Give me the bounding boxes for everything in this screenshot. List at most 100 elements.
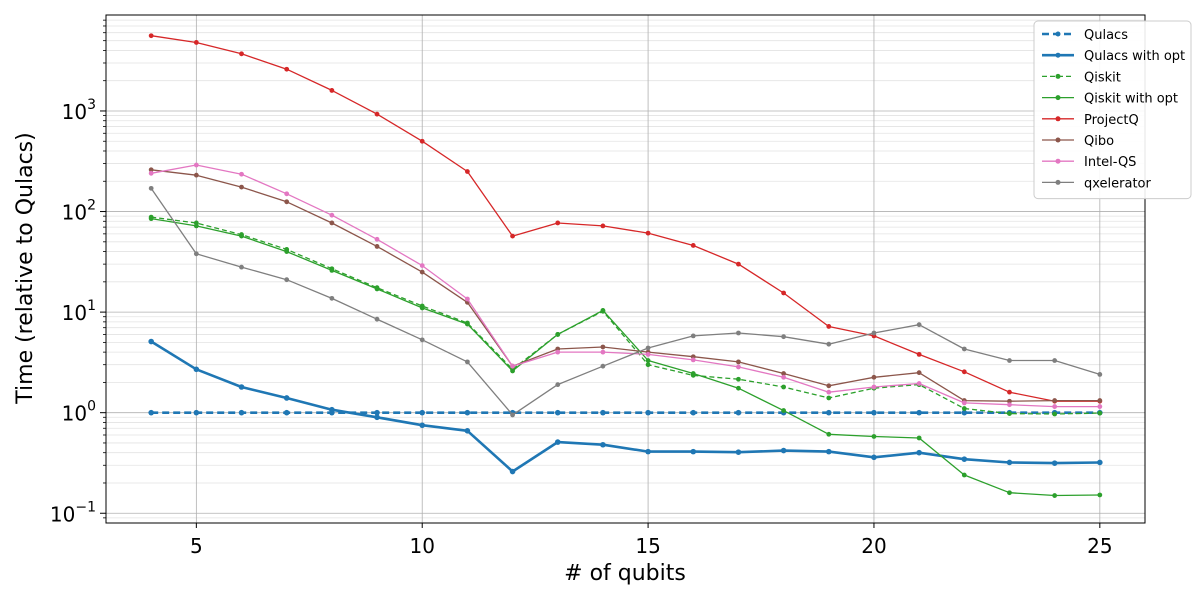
- data-point: [554, 439, 561, 445]
- data-point: [961, 400, 967, 406]
- data-point: [510, 368, 515, 374]
- data-point: [1097, 398, 1103, 403]
- legend-label: Qulacs: [1084, 28, 1128, 43]
- x-tick-label: 20: [861, 534, 886, 558]
- data-point: [284, 277, 290, 283]
- data-point: [464, 409, 471, 416]
- series-line-intel-qs: [151, 164, 1100, 408]
- data-point: [555, 349, 561, 355]
- data-point: [645, 351, 651, 357]
- data-point: [238, 384, 245, 390]
- grid: [106, 15, 1145, 523]
- data-point: [645, 362, 651, 368]
- data-point: [419, 409, 426, 416]
- data-point: [374, 244, 380, 249]
- data-point: [916, 351, 922, 357]
- data-point: [871, 409, 877, 416]
- data-point: [283, 409, 290, 416]
- series-intel-qs: [148, 162, 1103, 409]
- data-point: [916, 381, 922, 386]
- data-point: [600, 307, 606, 313]
- data-point: [1052, 493, 1058, 498]
- y-axis: 10−1 100 101 102 103: [50, 19, 106, 526]
- legend-entry-qibo: Qibo: [1042, 134, 1114, 149]
- data-point: [690, 371, 696, 376]
- data-point: [464, 296, 470, 302]
- data-point: [419, 138, 425, 144]
- data-point: [961, 456, 968, 462]
- data-point: [600, 344, 606, 350]
- x-axis-label: # of qubits: [564, 561, 686, 586]
- data-point: [736, 359, 741, 365]
- data-point: [600, 349, 606, 355]
- data-point: [826, 395, 832, 401]
- y-tick-label: 101: [62, 298, 96, 325]
- data-point: [1052, 411, 1058, 417]
- x-axis: 5 10 15 20 25: [190, 523, 1113, 558]
- data-point: [871, 434, 877, 439]
- data-point: [645, 345, 651, 351]
- data-point: [645, 358, 651, 363]
- legend-label: Qibo: [1084, 134, 1114, 149]
- data-point: [871, 330, 877, 336]
- data-point: [781, 371, 787, 376]
- data-point: [464, 359, 470, 365]
- data-point: [781, 374, 787, 380]
- data-point: [1052, 404, 1058, 409]
- y-axis-label: Time (relative to Qulacs): [13, 132, 38, 404]
- data-point: [148, 167, 154, 173]
- data-point: [690, 409, 697, 416]
- legend-entry-qiskit-with-opt: Qiskit with opt: [1042, 92, 1178, 107]
- x-tick-label: 10: [409, 534, 434, 558]
- data-point: [781, 384, 787, 390]
- x-tick-label: 25: [1087, 534, 1112, 558]
- data-point: [239, 184, 244, 190]
- data-point: [736, 376, 741, 382]
- data-point: [464, 169, 470, 174]
- data-point: [1097, 404, 1103, 409]
- data-point: [193, 172, 199, 178]
- legend-box: [1033, 20, 1192, 200]
- y-tick-label: 100: [62, 399, 96, 426]
- series-projectq: [148, 33, 1103, 404]
- data-point: [1097, 372, 1103, 377]
- data-point: [826, 341, 832, 347]
- data-point: [374, 409, 380, 416]
- data-point: [645, 409, 651, 416]
- data-point: [284, 66, 290, 72]
- data-point: [193, 40, 199, 45]
- data-point: [781, 290, 787, 296]
- data-point: [916, 322, 922, 328]
- y-tick-label: 102: [62, 198, 96, 225]
- data-point: [600, 223, 606, 229]
- data-point: [510, 233, 515, 239]
- y-tick-label: 103: [62, 97, 96, 124]
- legend-marker: [1055, 73, 1061, 79]
- data-point: [645, 230, 651, 236]
- data-point: [961, 346, 967, 352]
- y-tick-label: 10−1: [50, 499, 96, 526]
- data-point: [1007, 402, 1012, 408]
- legend-entry-qxelerator: qxelerator: [1042, 176, 1152, 191]
- data-point: [148, 185, 154, 191]
- data-point: [374, 286, 380, 292]
- data-point: [961, 406, 967, 411]
- legend-marker: [1055, 137, 1061, 143]
- series-qxelerator: [148, 185, 1103, 418]
- x-tick-label: 15: [635, 534, 660, 558]
- data-point: [690, 333, 696, 339]
- data-point: [148, 33, 154, 39]
- data-point: [735, 449, 742, 455]
- data-point: [193, 251, 199, 257]
- data-point: [239, 264, 244, 270]
- legend-marker: [1055, 95, 1061, 101]
- data-point: [916, 409, 922, 416]
- data-point: [239, 51, 244, 57]
- data-point: [419, 422, 426, 429]
- data-point: [690, 357, 696, 363]
- data-point: [239, 233, 244, 239]
- data-point: [1097, 410, 1103, 416]
- series-qiskit-with-opt: [148, 216, 1103, 498]
- data-point: [1007, 389, 1012, 395]
